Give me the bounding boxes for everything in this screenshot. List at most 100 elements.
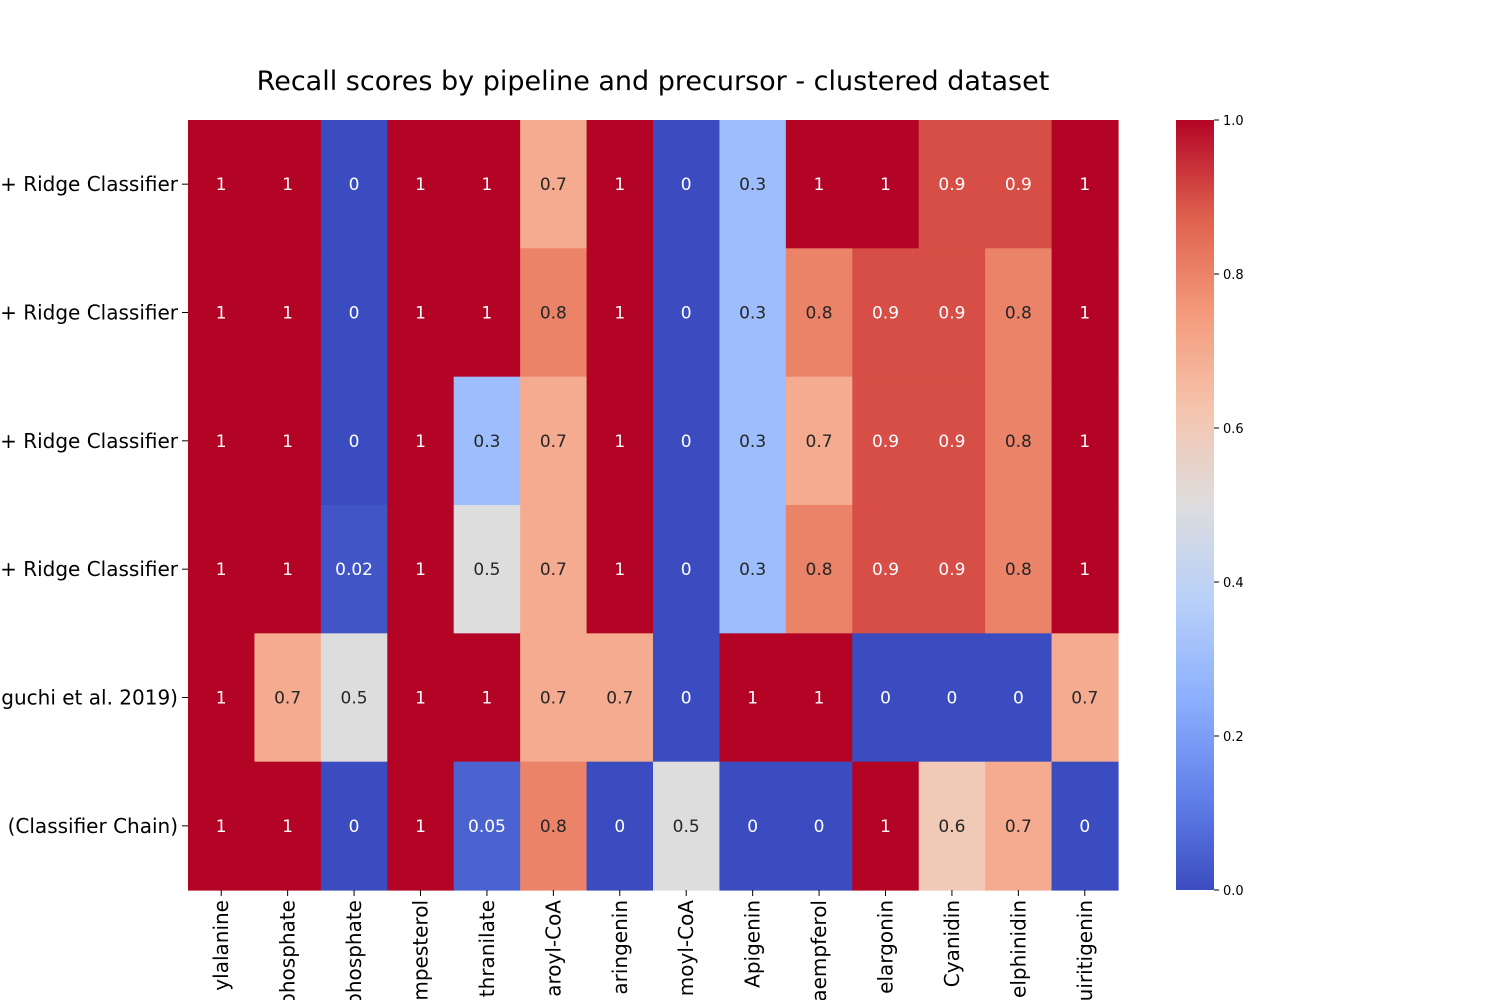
heatmap-cell (320, 248, 388, 378)
heatmap-cell (387, 505, 455, 634)
y-tick-label: (Classifier Chain) (8, 814, 178, 838)
heatmap-cell (586, 376, 654, 506)
colorbar-tick-label: 1.0 (1223, 114, 1244, 129)
cell-value-label: 0.5 (673, 817, 700, 837)
cell-value-label: 0.9 (872, 560, 899, 580)
cell-value-label: 0.5 (341, 689, 368, 709)
cell-value-label: 0.3 (739, 432, 766, 452)
heatmap-cell (852, 248, 920, 378)
cell-value-label: 0 (349, 817, 360, 837)
cell-value-label: 1 (814, 175, 825, 195)
heatmap-cell (719, 505, 787, 634)
colorbar-tick-label: 0.6 (1223, 422, 1244, 437)
heatmap-cell (785, 248, 853, 378)
cell-value-label: 0.8 (1005, 304, 1032, 324)
cell-value-label: 0.8 (540, 817, 567, 837)
cell-value-label: 0 (814, 817, 825, 837)
heatmap-cell (254, 633, 322, 763)
cell-value-label: 1 (880, 817, 891, 837)
cell-value-label: 1 (282, 817, 293, 837)
cell-value-label: 1 (216, 817, 227, 837)
cell-value-label: 1 (614, 560, 625, 580)
cell-value-label: 0.9 (938, 175, 965, 195)
heatmap-cell (586, 761, 654, 891)
heatmap-cell (188, 633, 256, 763)
heatmap-cell (785, 761, 853, 891)
cell-value-label: 0.7 (806, 432, 833, 452)
cell-value-label: 0.9 (872, 304, 899, 324)
heatmap-cell (586, 633, 654, 763)
heatmap-cell (254, 120, 322, 249)
cell-value-label: 1 (415, 560, 426, 580)
cell-value-label: 1 (482, 175, 493, 195)
heatmap-cell (918, 376, 986, 506)
cell-value-label: 1 (747, 689, 758, 709)
x-tick-label: aempferol (807, 900, 831, 1000)
heatmap-cell (852, 505, 920, 634)
colorbar-ticks: 0.0 0.2 0.4 0.6 0.8 1.0 (1214, 114, 1244, 899)
x-tick-label: elargonin (874, 900, 898, 994)
heatmap-cell-labels: 1 1 0 1 1 0.7 1 0 0.3 1 1 0.9 0.9 1 1 1 0 1 1 0.8 1 0 0.3 0.8 0.… (216, 175, 1099, 837)
cell-value-label: 1 (216, 432, 227, 452)
cell-value-label: 1 (216, 560, 227, 580)
heatmap-cell (387, 120, 455, 249)
cell-value-label: 0 (349, 432, 360, 452)
cell-value-label: 0.8 (1005, 432, 1032, 452)
heatmap-cell (719, 761, 787, 891)
cell-value-label: 0 (681, 175, 692, 195)
x-axis: ylalanine phosphate phosphate mpesterol thra… (209, 890, 1097, 1000)
cell-value-label: 1 (614, 175, 625, 195)
cell-value-label: 1 (1079, 304, 1090, 324)
cell-value-label: 1 (415, 175, 426, 195)
colorbar-gradient (1176, 120, 1214, 890)
y-tick-label: + Ridge Classifier (0, 172, 179, 196)
heatmap-cell (188, 505, 256, 634)
heatmap-cell (453, 120, 521, 249)
cell-value-label: 0.3 (739, 560, 766, 580)
cell-value-label: 0.7 (274, 689, 301, 709)
heatmap-cell (985, 761, 1053, 891)
heatmap-cell (520, 505, 588, 634)
heatmap-cell (254, 376, 322, 506)
y-tick-label: guchi et al. 2019) (1, 686, 178, 710)
cell-value-label: 0.6 (938, 817, 965, 837)
x-tick-label: phosphate (276, 900, 300, 1000)
x-tick-label: elphinidin (1006, 900, 1030, 998)
heatmap-cell (1051, 633, 1119, 763)
cell-value-label: 0.7 (540, 432, 567, 452)
x-tick-label: aroyl-CoA (541, 900, 565, 997)
cell-value-label: 1 (1079, 175, 1090, 195)
cell-value-label: 0.3 (473, 432, 500, 452)
cell-value-label: 1 (482, 304, 493, 324)
cell-value-label: 1 (216, 175, 227, 195)
x-tick-label: uiritigenin (1073, 900, 1097, 1000)
cell-value-label: 0 (681, 304, 692, 324)
cell-value-label: 1 (282, 560, 293, 580)
heatmap-cell (653, 505, 721, 634)
heatmap-cell (653, 633, 721, 763)
x-tick-label: phosphate (342, 900, 366, 1000)
heatmap-cell (520, 633, 588, 763)
heatmap-cell (918, 761, 986, 891)
heatmap-cell (985, 505, 1053, 634)
heatmap-cell (320, 633, 388, 763)
cell-value-label: 1 (415, 432, 426, 452)
heatmap-cell (653, 376, 721, 506)
heatmap-cell (387, 248, 455, 378)
cell-value-label: 0.8 (540, 304, 567, 324)
heatmap-cell (453, 761, 521, 891)
cell-value-label: 0.8 (806, 560, 833, 580)
cell-value-label: 1 (282, 175, 293, 195)
heatmap-cell (785, 505, 853, 634)
cell-value-label: 0.7 (1071, 689, 1098, 709)
heatmap-cell (387, 633, 455, 763)
heatmap-cell (785, 120, 853, 249)
cell-value-label: 0.7 (540, 689, 567, 709)
heatmap-cell (719, 248, 787, 378)
heatmap-cell (918, 248, 986, 378)
heatmap-cell (453, 376, 521, 506)
cell-value-label: 0.9 (938, 432, 965, 452)
heatmap-cell (1051, 376, 1119, 506)
cell-value-label: 1 (614, 432, 625, 452)
